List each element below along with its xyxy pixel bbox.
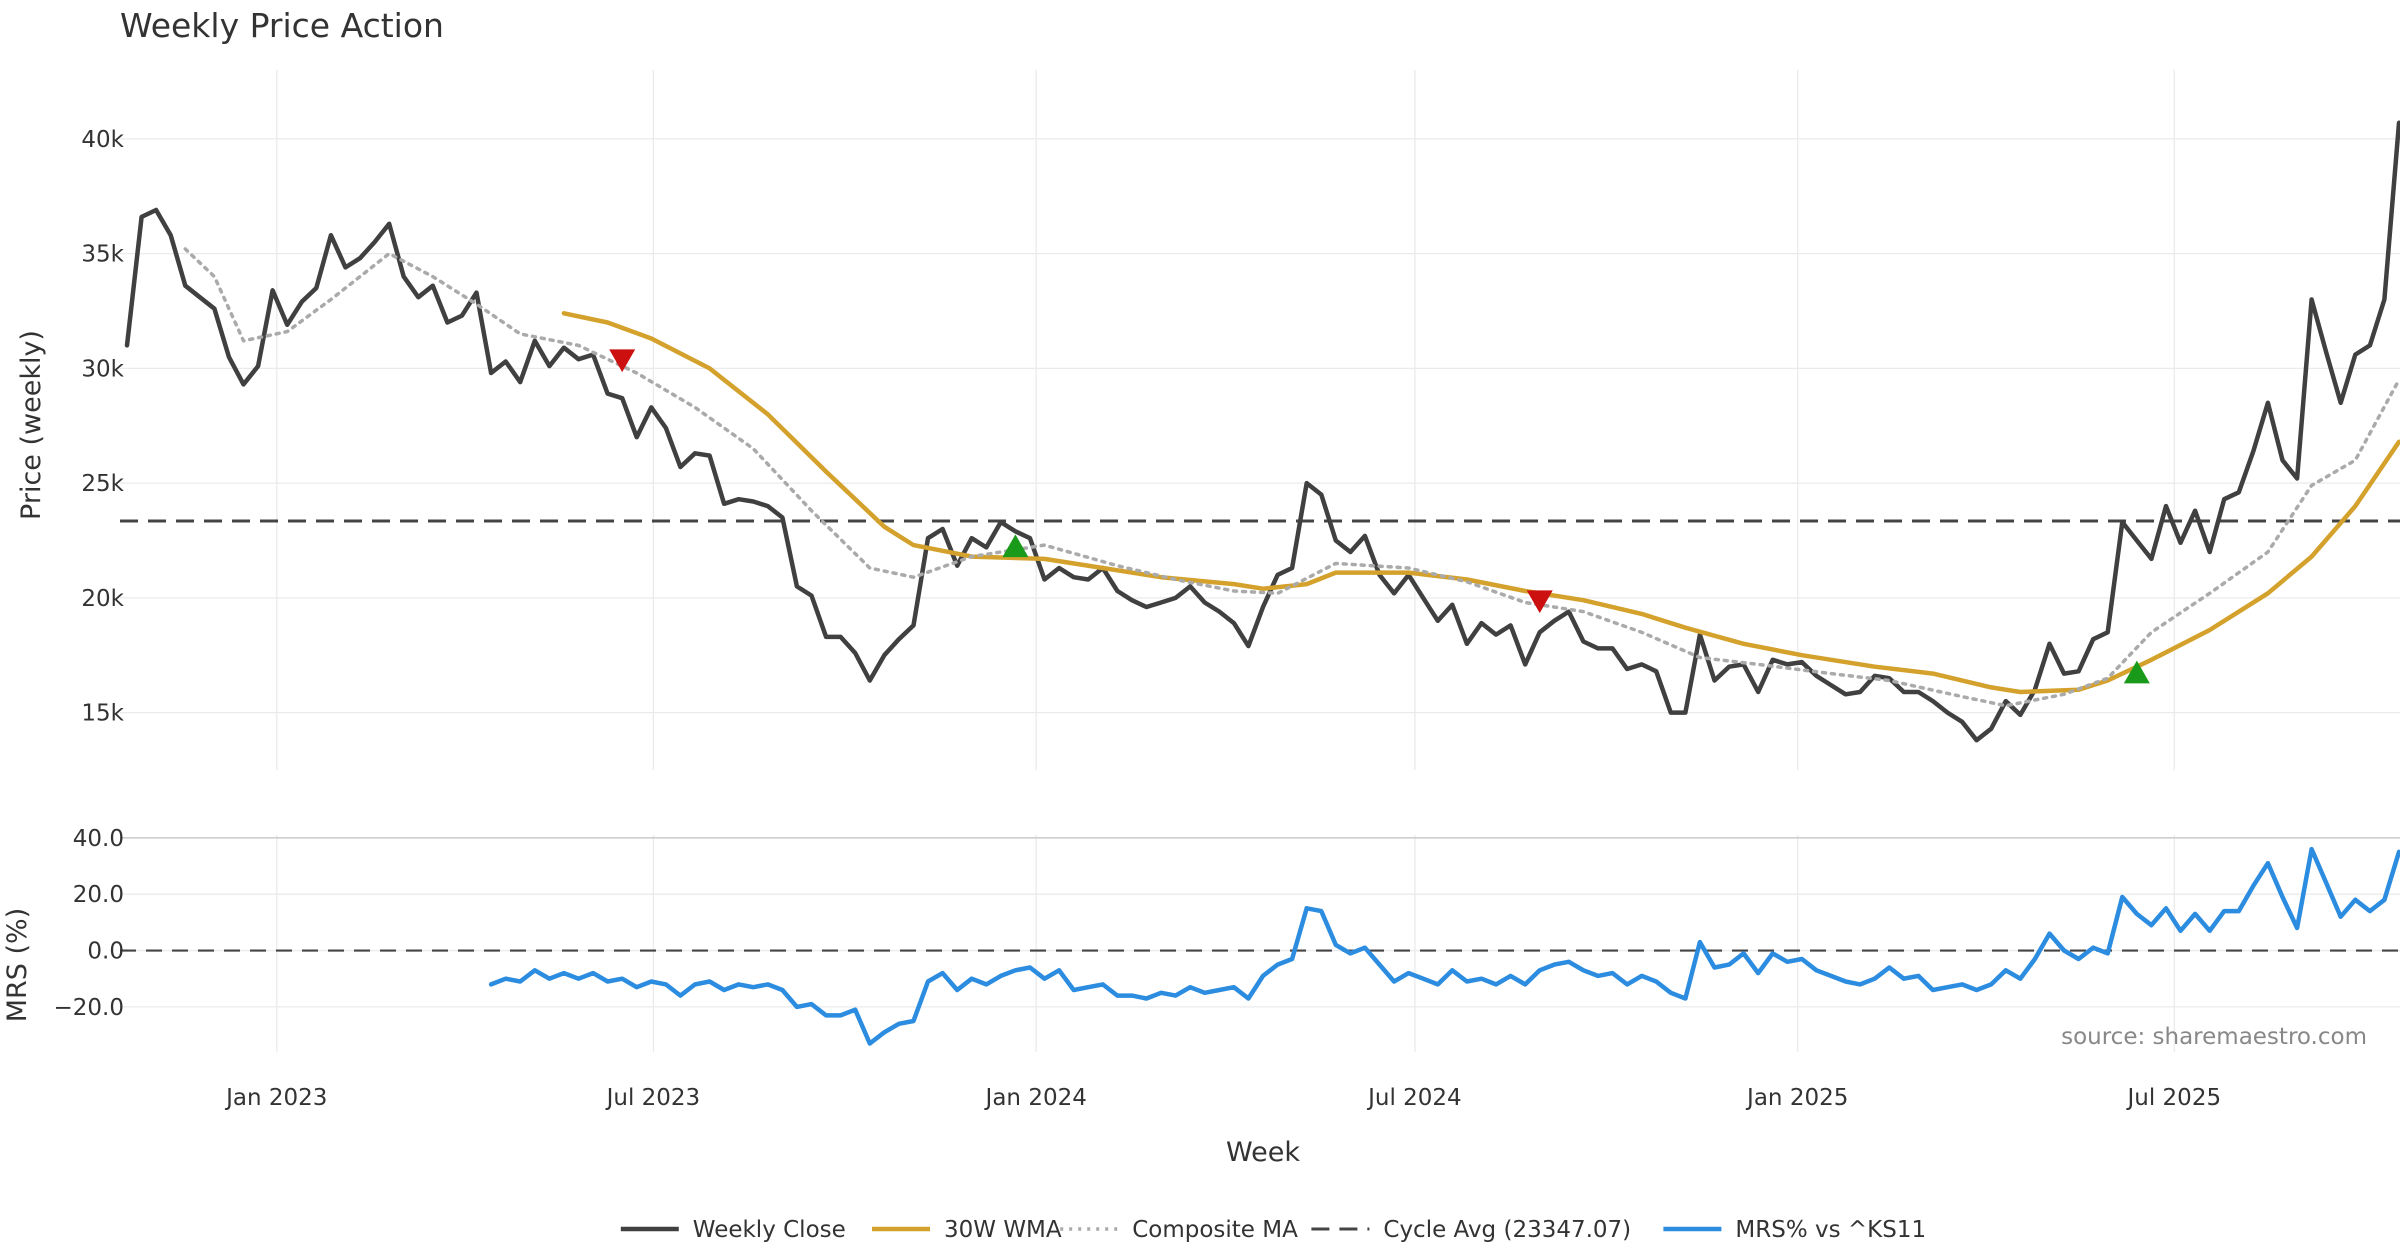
- price-tick-label: 25k: [81, 471, 124, 497]
- mrs-tick-label: 0.0: [87, 939, 124, 965]
- legend-item-cycle-avg-23347-07: Cycle Avg (23347.07): [1311, 1217, 1631, 1243]
- mrs-tick-label: 40.0: [73, 826, 124, 852]
- buy-signal-marker: [2123, 660, 2150, 684]
- x-tick-label: Jan 2025: [1745, 1085, 1848, 1111]
- series-30w-wma: [561, 311, 2400, 695]
- reference-lines: [120, 519, 2400, 952]
- series-composite-ma: [183, 247, 2400, 708]
- legend-label: Composite MA: [1132, 1217, 1298, 1243]
- x-tick-label: Jul 2025: [2125, 1085, 2221, 1111]
- chart-title: Weekly Price Action: [120, 6, 444, 45]
- price-tick-label: 40k: [81, 127, 124, 153]
- legend-item-weekly-close: Weekly Close: [620, 1217, 846, 1243]
- series-weekly-close: [124, 120, 2400, 743]
- x-tick-label: Jan 2023: [224, 1085, 327, 1111]
- legend-item-30w-wma: 30W WMA: [872, 1217, 1062, 1243]
- legend-label: Weekly Close: [693, 1217, 846, 1243]
- buy-signal-marker: [1002, 534, 1029, 558]
- axis-ticks: Jan 2023 Jul 2023 Jan 2024 Jul 2024 Jan 2025…: [54, 127, 2222, 1111]
- price-tick-label: 30k: [81, 356, 124, 382]
- series-lines: [124, 120, 2400, 1046]
- source-label: source: sharemaestro.com: [2061, 1024, 2367, 1050]
- mrs-tick-label: −20.0: [54, 995, 124, 1021]
- mrs-tick-label: 20.0: [73, 882, 124, 908]
- mrs-axis-title: MRS (%): [2, 908, 33, 1023]
- legend-item-mrs-vs-ks11: MRS% vs ^KS11: [1663, 1217, 1926, 1243]
- grid: [120, 70, 2400, 1052]
- signal-markers: [609, 349, 2150, 684]
- sell-signal-marker: [1526, 590, 1553, 614]
- sell-signal-marker: [609, 349, 636, 373]
- legend-label: 30W WMA: [944, 1217, 1062, 1243]
- price-tick-label: 15k: [81, 701, 124, 727]
- x-axis-title: Week: [1226, 1137, 1300, 1168]
- price-tick-label: 35k: [81, 242, 124, 268]
- series-mrs-vs-ks11: [488, 846, 2400, 1046]
- x-tick-label: Jan 2024: [984, 1085, 1087, 1111]
- legend-item-composite-ma: Composite MA: [1060, 1217, 1298, 1243]
- x-tick-label: Jul 2024: [1366, 1085, 1462, 1111]
- price-axis-title: Price (weekly): [16, 330, 47, 520]
- legend: Weekly Close 30W WMA Composite MA Cycle Avg…: [620, 1217, 1926, 1243]
- legend-label: MRS% vs ^KS11: [1735, 1217, 1926, 1243]
- legend-label: Cycle Avg (23347.07): [1383, 1217, 1631, 1243]
- price-tick-label: 20k: [81, 586, 124, 612]
- x-tick-label: Jul 2023: [605, 1085, 701, 1111]
